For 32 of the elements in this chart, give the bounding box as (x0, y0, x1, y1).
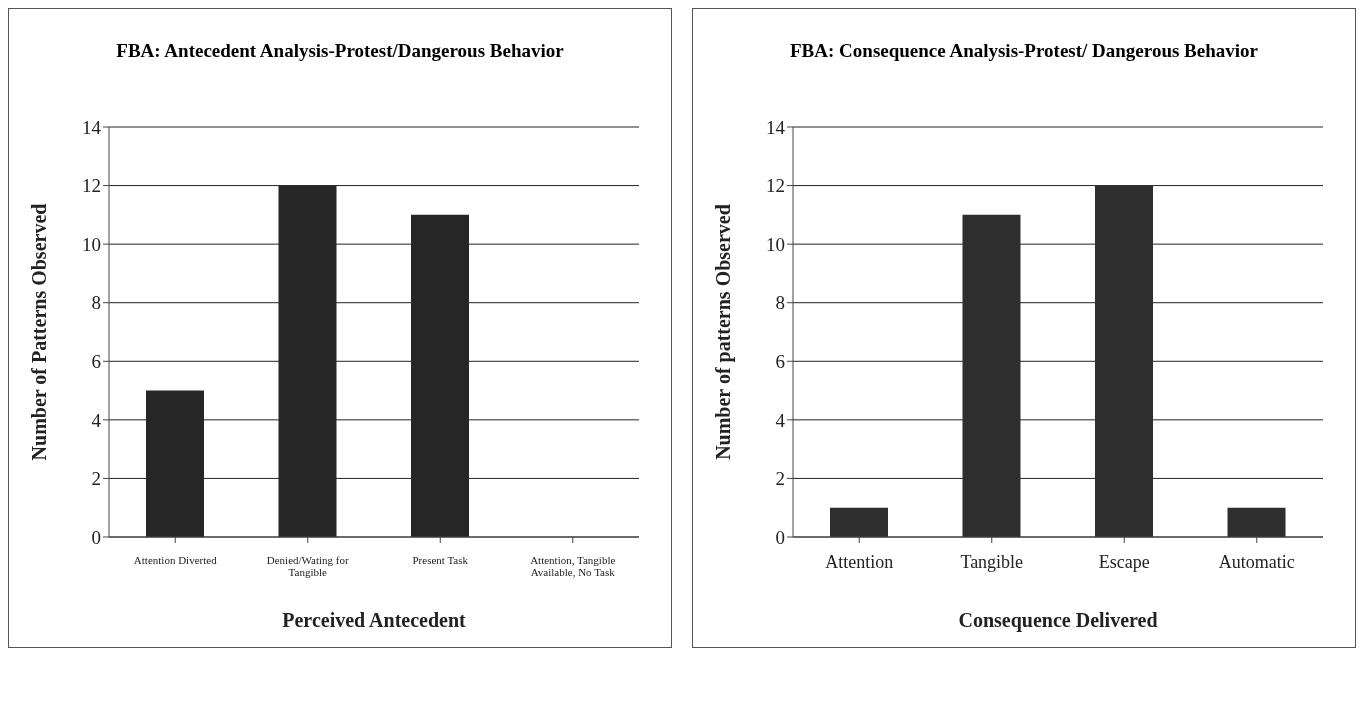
y-tick-label: 0 (91, 526, 101, 548)
chart-title: FBA: Antecedent Analysis-Protest/Dangerous Behavior (115, 39, 565, 63)
bar (830, 507, 888, 537)
y-tick-label: 12 (82, 175, 101, 197)
y-tick-label: 8 (775, 292, 785, 314)
y-tick-label: 0 (775, 526, 785, 548)
bar (1227, 507, 1286, 537)
y-tick-label: 12 (766, 175, 785, 197)
y-tick-label: 14 (82, 116, 102, 138)
y-tick-label: 8 (91, 292, 101, 314)
x-axis-title: Consequence Delivered (958, 609, 1158, 632)
x-tick-label: Denied/Wating for Tangible (266, 553, 350, 579)
x-tick-label: Attention, Tangible Available, No Task (530, 553, 616, 579)
y-tick-label: 2 (91, 468, 101, 490)
y-tick-label: 6 (91, 351, 101, 373)
y-tick-label: 10 (766, 233, 785, 255)
chart-title: FBA: Consequence Analysis-Protest/ Dangerous Behavior (789, 39, 1259, 63)
x-tick-label: Attention (825, 551, 894, 572)
y-tick-label: 14 (766, 116, 786, 138)
y-tick-label: 2 (775, 468, 785, 490)
x-tick-label: Tangible (960, 551, 1024, 572)
y-tick-label: 4 (775, 409, 786, 431)
x-axis-title: Perceived Antecedent (282, 609, 467, 631)
y-axis-title: Number of Patterns Observed (28, 203, 51, 461)
y-tick-label: 6 (775, 351, 785, 373)
x-tick-label: Attention Diverted (133, 553, 218, 566)
y-tick-label: 10 (82, 233, 101, 255)
x-tick-label: Automatic (1218, 551, 1295, 572)
x-tick-label: Present Task (412, 553, 469, 566)
y-axis-title: Number of patterns Observed (712, 204, 736, 460)
y-tick-label: 4 (91, 409, 102, 431)
x-tick-label: Escape (1098, 551, 1150, 572)
